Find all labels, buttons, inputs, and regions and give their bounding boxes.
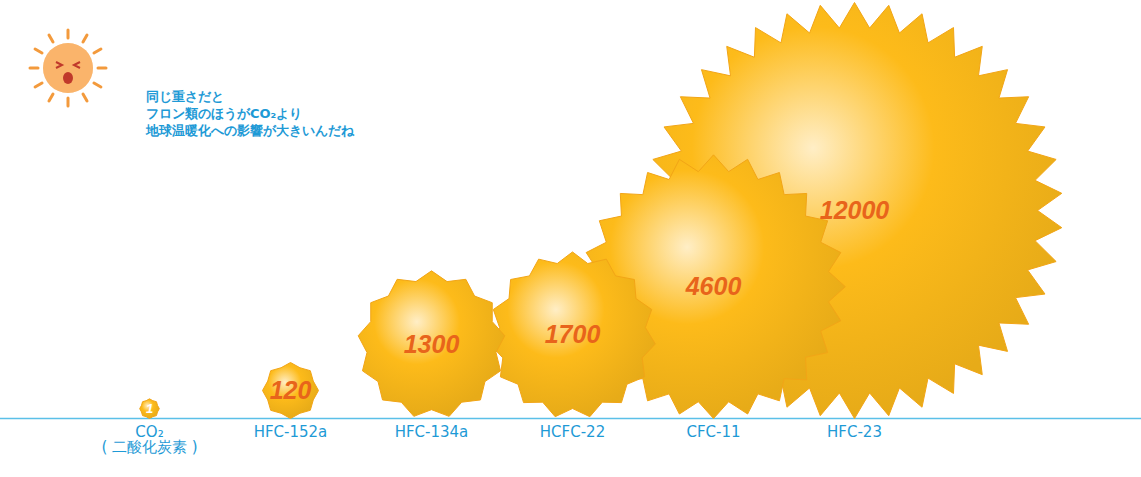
svg-text:12000: 12000 xyxy=(820,196,890,224)
svg-text:HFC-23: HFC-23 xyxy=(827,423,882,441)
svg-text:HFC-152a: HFC-152a xyxy=(254,423,328,441)
svg-text:1: 1 xyxy=(146,401,153,416)
svg-text:CFC-11: CFC-11 xyxy=(686,423,740,441)
svg-text:CO₂( 二酸化炭素 ): CO₂( 二酸化炭素 ) xyxy=(101,423,197,456)
svg-text:120: 120 xyxy=(270,376,312,404)
svg-text:4600: 4600 xyxy=(685,272,742,300)
svg-text:1700: 1700 xyxy=(545,320,601,348)
html-text:同じ重さだと フロン類のほうがCO₂より 地球温暖化への影響: 同じ重さだと フロン類のほうがCO₂より 地球温暖化への影響が大きいんだね xyxy=(146,89,354,138)
svg-text:1300: 1300 xyxy=(404,330,460,358)
svg-text:HCFC-22: HCFC-22 xyxy=(540,423,605,441)
svg-text:HFC-134a: HFC-134a xyxy=(395,423,469,441)
